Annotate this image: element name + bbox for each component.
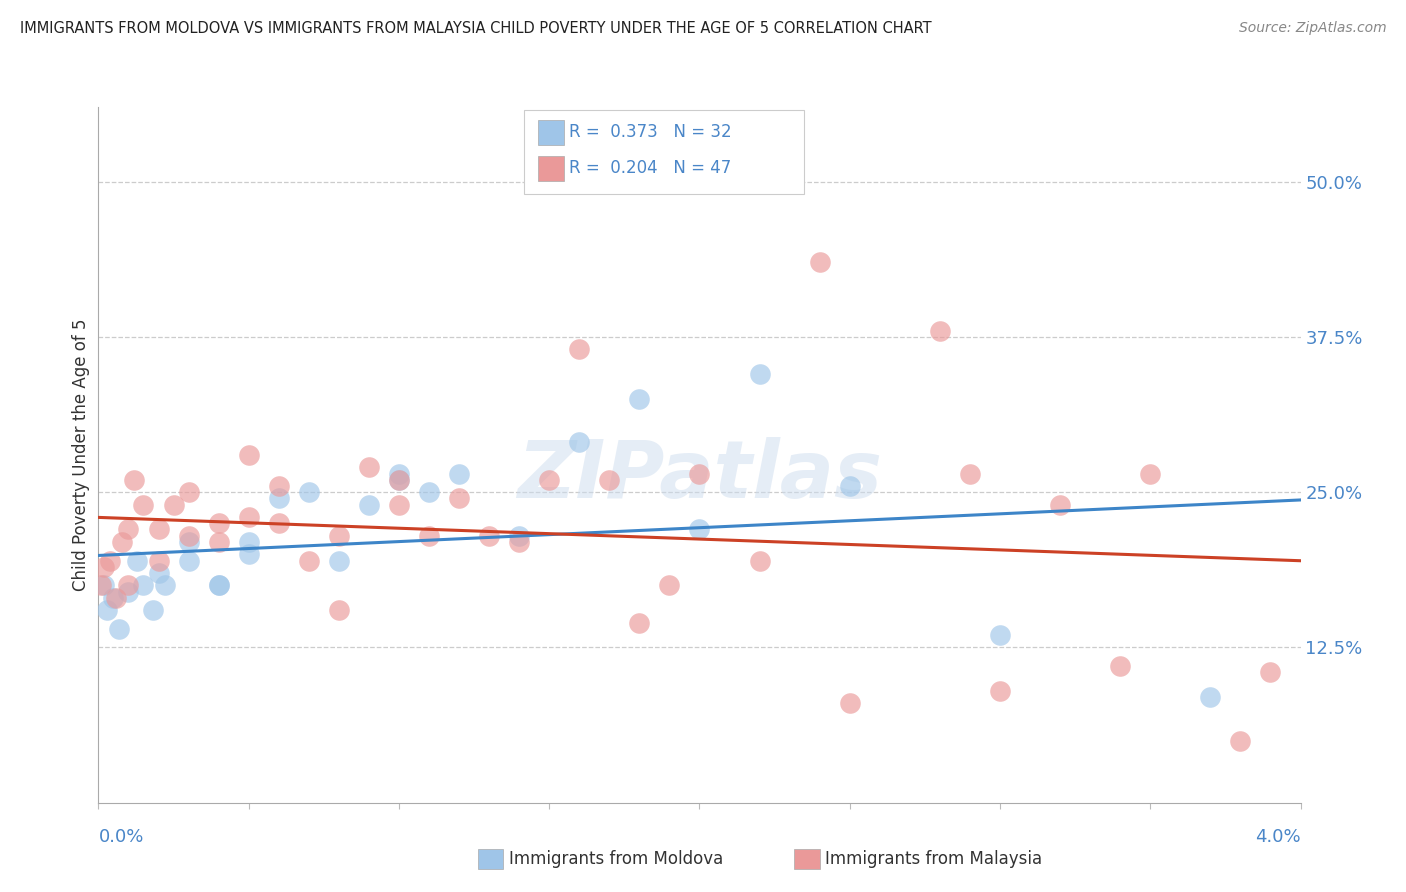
Text: 0.0%: 0.0% bbox=[98, 828, 143, 846]
Point bbox=[447, 467, 470, 481]
Point bbox=[357, 498, 380, 512]
Point bbox=[127, 553, 149, 567]
Point bbox=[238, 547, 260, 561]
Point bbox=[388, 473, 411, 487]
Point bbox=[238, 510, 260, 524]
Point bbox=[177, 535, 200, 549]
Point bbox=[418, 485, 440, 500]
Point bbox=[298, 485, 321, 500]
Point bbox=[177, 529, 200, 543]
Point bbox=[658, 578, 681, 592]
Point bbox=[748, 367, 770, 381]
Text: Immigrants from Malaysia: Immigrants from Malaysia bbox=[825, 850, 1042, 868]
Point bbox=[141, 603, 163, 617]
Point bbox=[808, 255, 831, 269]
Point bbox=[208, 578, 231, 592]
Point bbox=[132, 578, 155, 592]
Point bbox=[117, 584, 139, 599]
Point bbox=[568, 435, 591, 450]
Point bbox=[132, 498, 155, 512]
Point bbox=[105, 591, 128, 605]
Text: ZIPatlas: ZIPatlas bbox=[517, 437, 882, 515]
Point bbox=[1199, 690, 1222, 705]
Text: R =  0.204   N = 47: R = 0.204 N = 47 bbox=[569, 159, 731, 177]
Point bbox=[328, 529, 350, 543]
Point bbox=[90, 578, 112, 592]
Point bbox=[100, 553, 122, 567]
Point bbox=[162, 498, 184, 512]
Point bbox=[1049, 498, 1071, 512]
Point bbox=[148, 523, 170, 537]
Point bbox=[117, 523, 139, 537]
Point bbox=[298, 553, 321, 567]
Point bbox=[96, 603, 118, 617]
Point bbox=[208, 578, 231, 592]
Point bbox=[267, 479, 290, 493]
Text: 4.0%: 4.0% bbox=[1256, 828, 1301, 846]
Point bbox=[838, 697, 860, 711]
Point bbox=[267, 516, 290, 531]
Point bbox=[117, 578, 139, 592]
Point bbox=[388, 498, 411, 512]
Point bbox=[108, 622, 131, 636]
Point bbox=[267, 491, 290, 506]
Point bbox=[1139, 467, 1161, 481]
Point bbox=[148, 566, 170, 580]
Point bbox=[1260, 665, 1282, 680]
Point bbox=[328, 553, 350, 567]
Point bbox=[689, 523, 711, 537]
Point bbox=[838, 479, 860, 493]
Point bbox=[748, 553, 770, 567]
Point bbox=[177, 485, 200, 500]
Point bbox=[328, 603, 350, 617]
Point bbox=[208, 535, 231, 549]
Point bbox=[93, 559, 115, 574]
Text: Immigrants from Moldova: Immigrants from Moldova bbox=[509, 850, 723, 868]
Point bbox=[153, 578, 176, 592]
Point bbox=[124, 473, 146, 487]
Text: Source: ZipAtlas.com: Source: ZipAtlas.com bbox=[1239, 21, 1386, 36]
Point bbox=[148, 553, 170, 567]
Point bbox=[538, 473, 561, 487]
Point bbox=[928, 324, 950, 338]
Point bbox=[478, 529, 501, 543]
Point bbox=[388, 473, 411, 487]
Point bbox=[103, 591, 125, 605]
Point bbox=[988, 628, 1011, 642]
Text: IMMIGRANTS FROM MOLDOVA VS IMMIGRANTS FROM MALAYSIA CHILD POVERTY UNDER THE AGE : IMMIGRANTS FROM MOLDOVA VS IMMIGRANTS FR… bbox=[20, 21, 931, 37]
Point bbox=[357, 460, 380, 475]
Y-axis label: Child Poverty Under the Age of 5: Child Poverty Under the Age of 5 bbox=[72, 318, 90, 591]
Point bbox=[628, 615, 651, 630]
Point bbox=[208, 516, 231, 531]
Point bbox=[111, 535, 134, 549]
Point bbox=[508, 535, 530, 549]
Point bbox=[628, 392, 651, 406]
Point bbox=[959, 467, 981, 481]
Point bbox=[1229, 733, 1251, 747]
Point bbox=[238, 448, 260, 462]
Point bbox=[689, 467, 711, 481]
Point bbox=[93, 578, 115, 592]
Text: R =  0.373   N = 32: R = 0.373 N = 32 bbox=[569, 123, 733, 141]
Point bbox=[238, 535, 260, 549]
Point bbox=[177, 553, 200, 567]
Point bbox=[508, 529, 530, 543]
Point bbox=[447, 491, 470, 506]
Point bbox=[388, 467, 411, 481]
Point bbox=[568, 343, 591, 357]
Point bbox=[598, 473, 620, 487]
Point bbox=[988, 684, 1011, 698]
Point bbox=[418, 529, 440, 543]
Point bbox=[1109, 659, 1132, 673]
